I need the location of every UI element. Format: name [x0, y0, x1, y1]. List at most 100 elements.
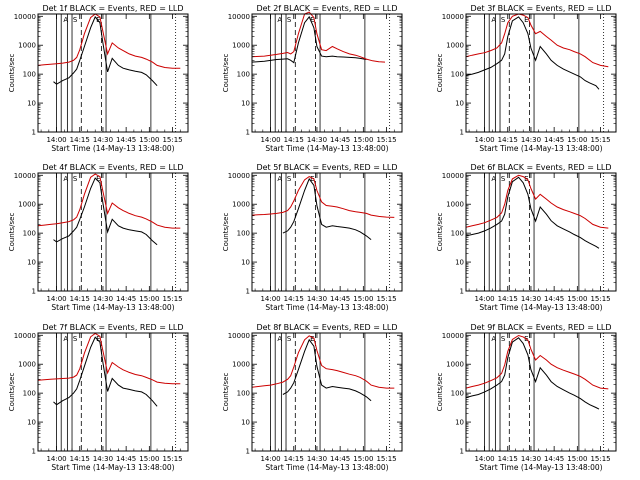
y-tick-label: 1000	[232, 361, 250, 369]
annotation-label: E	[96, 175, 100, 183]
y-axis-label: Counts/sec	[222, 213, 230, 252]
x-axis-label: Start Time (14-May-13 13:48:00)	[479, 303, 602, 312]
y-axis-label: Counts/sec	[436, 213, 444, 252]
y-tick-label: 100	[451, 71, 464, 79]
x-tick-label: 14:30	[307, 295, 327, 303]
series-lld-line	[251, 176, 395, 218]
series-events-line	[251, 15, 367, 64]
x-tick-label: 15:00	[353, 455, 373, 463]
annotation-label: E	[96, 335, 100, 343]
x-tick-label: 14:30	[93, 295, 113, 303]
x-tick-label: 14:45	[116, 295, 136, 303]
x-tick-label: 15:00	[567, 455, 587, 463]
x-tick-label: 14:15	[284, 136, 304, 144]
y-tick-label: 1	[460, 288, 464, 296]
y-tick-label: 10	[455, 259, 464, 267]
y-tick-label: 10000	[14, 332, 36, 340]
x-axis-label: Start Time (14-May-13 13:48:00)	[265, 463, 388, 472]
panel-title: Det 3f BLACK = Events, RED = LLD	[470, 4, 611, 13]
y-tick-label: 1000	[18, 42, 36, 50]
x-axis-label: Start Time (14-May-13 13:48:00)	[51, 463, 174, 472]
y-tick-label: 10000	[442, 13, 464, 21]
x-tick-label: 14:00	[46, 136, 66, 144]
x-tick-label: 15:15	[376, 295, 396, 303]
x-tick-label: 14:30	[93, 455, 113, 463]
plot-frame	[37, 13, 189, 133]
plot-frame	[465, 13, 617, 133]
x-tick-label: 14:30	[93, 136, 113, 144]
x-tick-label: 14:15	[284, 455, 304, 463]
y-tick-label: 10	[27, 100, 36, 108]
y-tick-label: 10000	[14, 13, 36, 21]
x-tick-label: 14:15	[498, 136, 518, 144]
y-tick-label: 10000	[228, 332, 250, 340]
annotation-label: E	[310, 175, 314, 183]
x-axis-label: Start Time (14-May-13 13:48:00)	[265, 144, 388, 153]
y-tick-label: 10000	[228, 13, 250, 21]
annotation-label: S	[287, 175, 292, 183]
annotation-label: S	[73, 175, 78, 183]
panel-det-5: Det 5f BLACK = Events, RED = LLD A S E 1 10 10…	[222, 163, 403, 312]
y-tick-label: 10000	[442, 172, 464, 180]
y-tick-label: 10	[27, 259, 36, 267]
y-tick-label: 1	[246, 129, 250, 137]
y-tick-label: 100	[451, 390, 464, 398]
x-tick-label: 15:15	[590, 295, 610, 303]
y-tick-label: 1000	[18, 201, 36, 209]
y-tick-label: 10	[27, 419, 36, 427]
series-events-line	[282, 338, 372, 402]
y-tick-label: 1000	[446, 201, 464, 209]
annotation-label: S	[73, 335, 78, 343]
annotation-label: A	[63, 16, 68, 24]
y-tick-label: 1	[460, 129, 464, 137]
y-tick-label: 100	[237, 230, 250, 238]
panel-title: Det 1f BLACK = Events, RED = LLD	[42, 4, 183, 13]
series-events-line	[465, 176, 600, 249]
y-tick-label: 10	[241, 100, 250, 108]
x-tick-label: 14:00	[260, 455, 280, 463]
x-tick-label: 15:00	[139, 136, 159, 144]
y-tick-label: 10000	[228, 172, 250, 180]
y-tick-label: 10	[241, 419, 250, 427]
x-axis-label: Start Time (14-May-13 13:48:00)	[479, 463, 602, 472]
y-tick-label: 100	[237, 390, 250, 398]
annotation-label: A	[63, 335, 68, 343]
y-axis-label: Counts/sec	[222, 54, 230, 93]
x-tick-label: 14:45	[544, 455, 564, 463]
x-tick-label: 14:45	[544, 136, 564, 144]
annotation-label: S	[501, 16, 506, 24]
x-tick-label: 15:15	[376, 455, 396, 463]
x-tick-label: 15:15	[590, 455, 610, 463]
panel-title: Det 6f BLACK = Events, RED = LLD	[470, 163, 611, 172]
series-events-line	[282, 177, 372, 240]
plot-frame	[251, 13, 403, 133]
y-tick-label: 100	[237, 71, 250, 79]
annotation-label: S	[501, 175, 506, 183]
x-tick-label: 15:15	[376, 136, 396, 144]
y-axis-label: Counts/sec	[8, 54, 16, 93]
x-tick-label: 14:30	[521, 455, 541, 463]
y-tick-label: 1	[32, 448, 36, 456]
panel-title: Det 8f BLACK = Events, RED = LLD	[256, 323, 397, 332]
x-tick-label: 15:15	[162, 455, 182, 463]
annotation-label: S	[287, 16, 292, 24]
annotation-label: A	[491, 175, 496, 183]
plot-frame	[37, 172, 189, 292]
y-tick-label: 100	[23, 230, 36, 238]
x-tick-label: 15:15	[162, 295, 182, 303]
y-axis-label: Counts/sec	[436, 54, 444, 93]
annotation-label: S	[287, 335, 292, 343]
annotation-label: A	[277, 175, 282, 183]
y-axis-label: Counts/sec	[222, 373, 230, 412]
x-tick-label: 14:15	[70, 295, 90, 303]
series-events-line	[53, 15, 158, 87]
x-tick-label: 14:15	[498, 295, 518, 303]
x-tick-label: 15:15	[590, 136, 610, 144]
series-events-line	[465, 16, 600, 90]
series-events-line	[465, 337, 600, 410]
series-lld-line	[465, 13, 609, 68]
x-tick-label: 15:00	[567, 295, 587, 303]
